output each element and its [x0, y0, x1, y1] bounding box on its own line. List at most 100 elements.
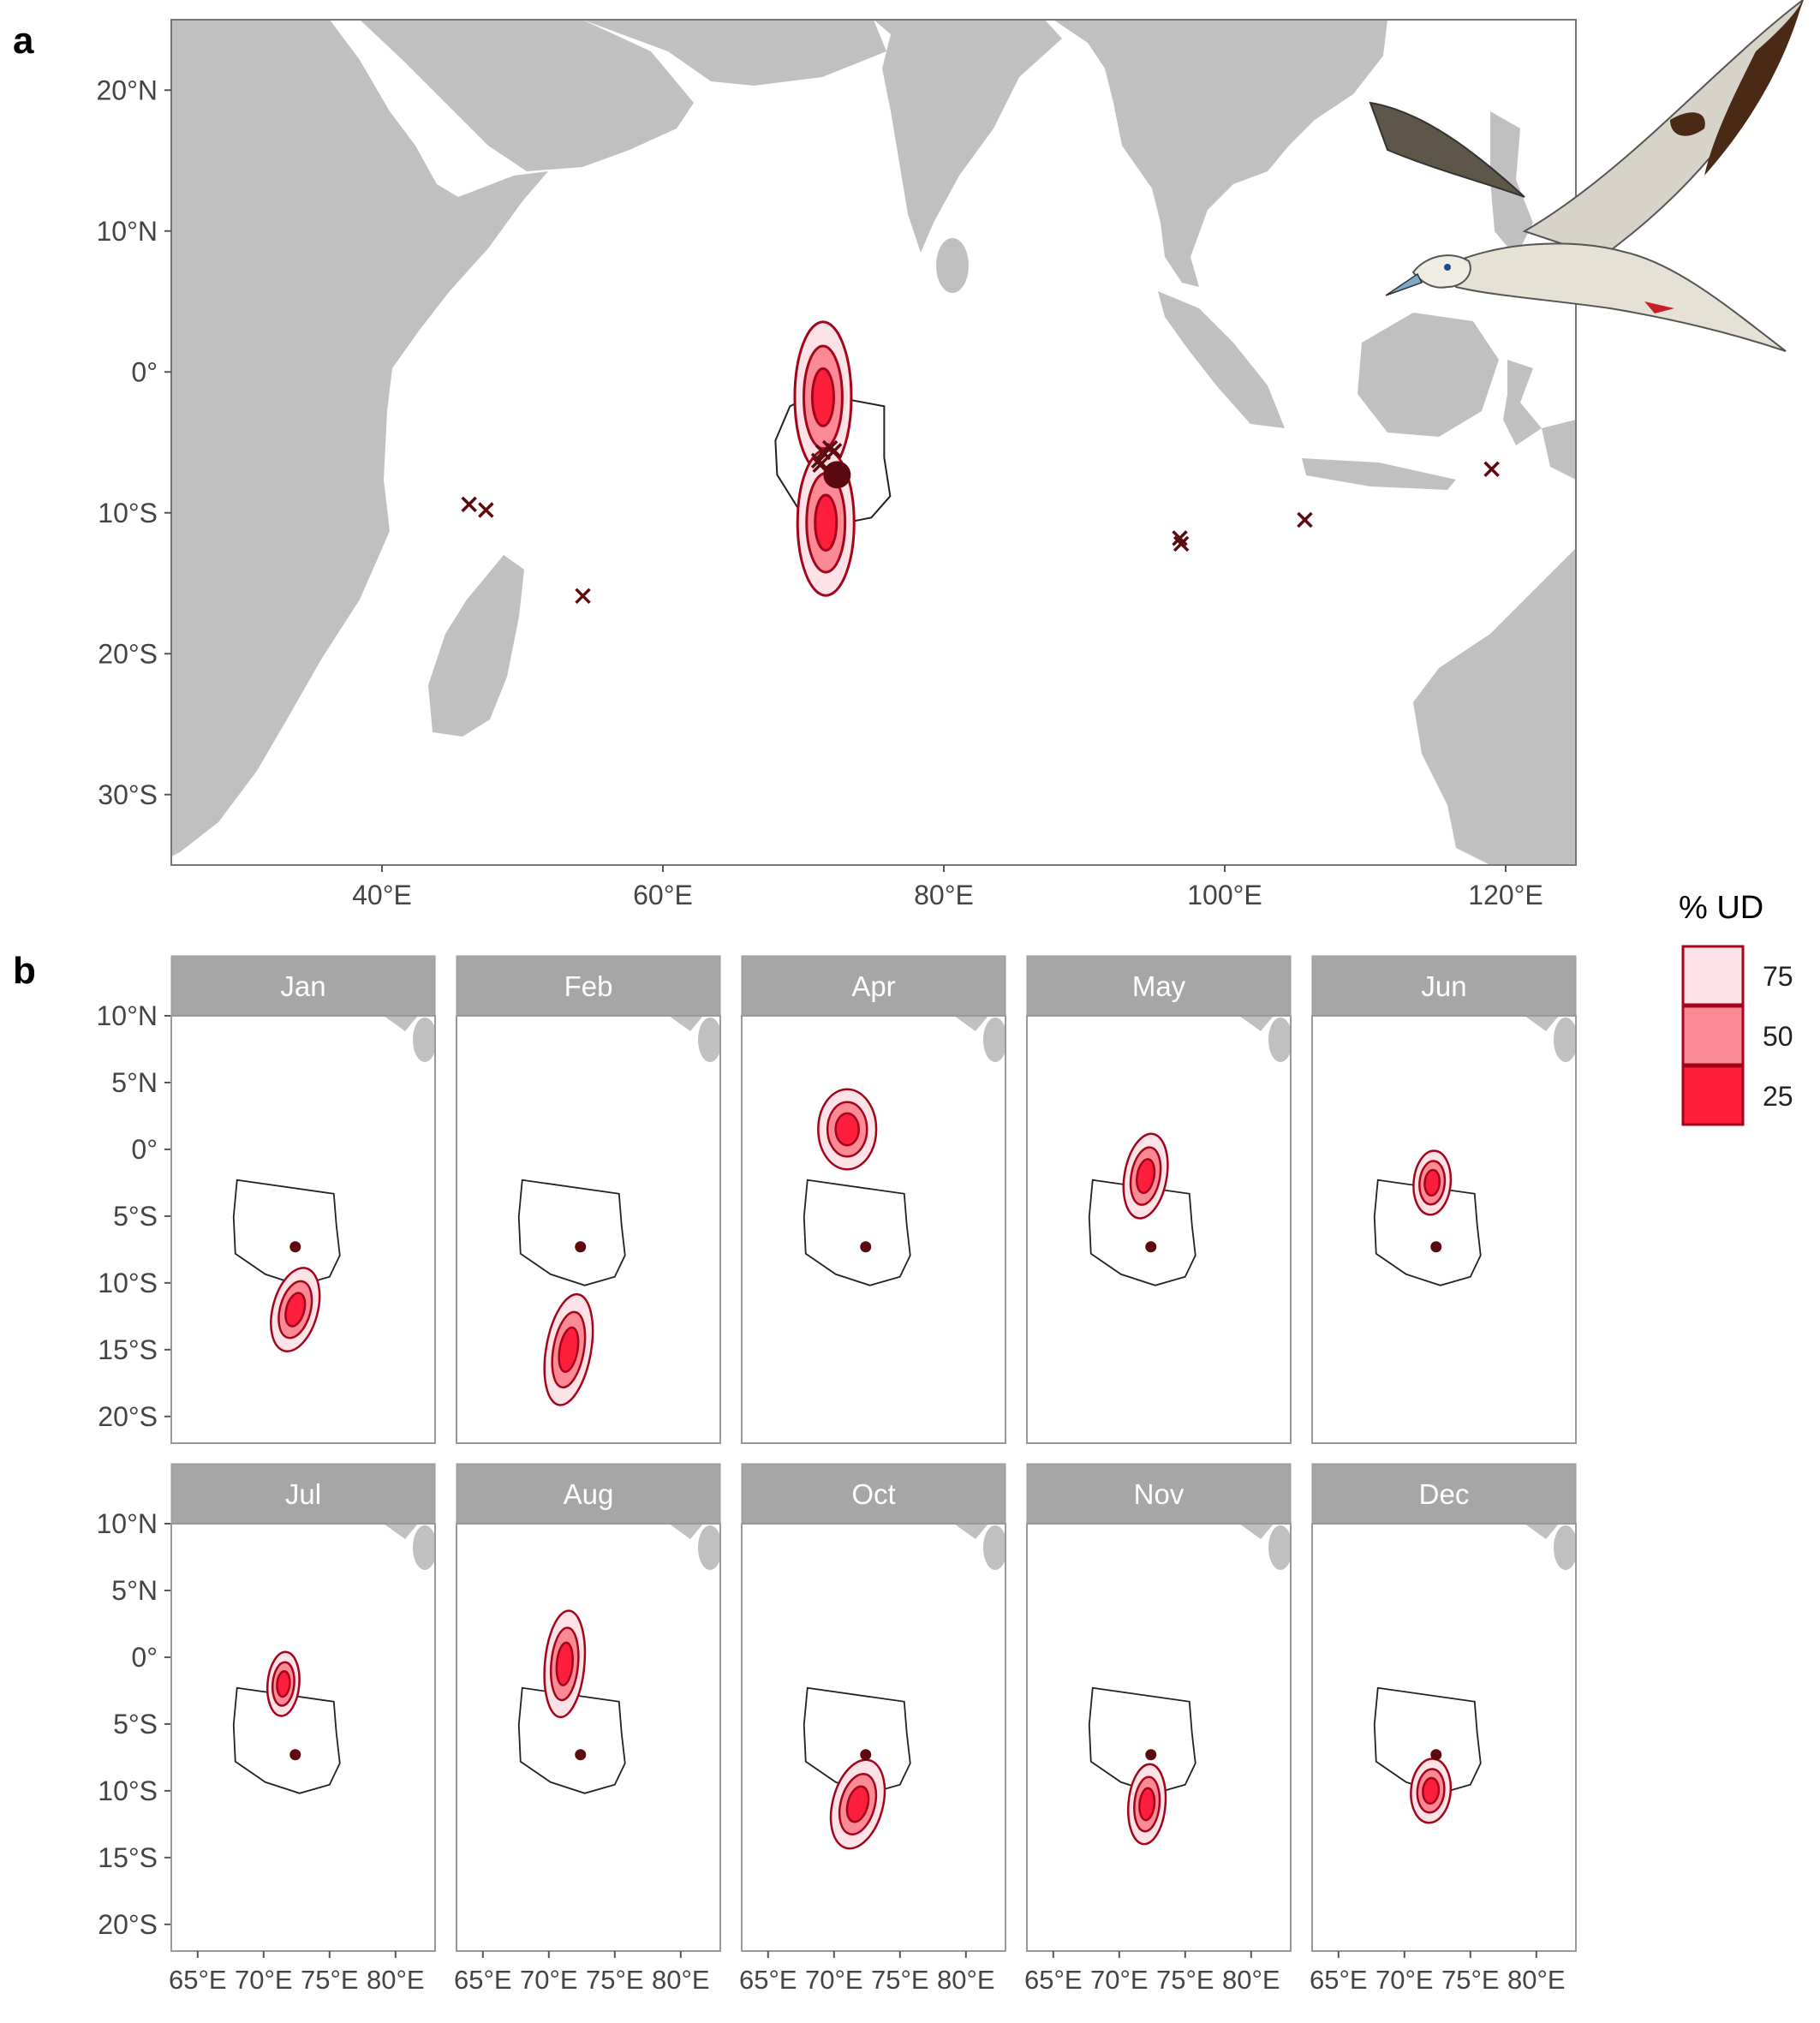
panel-b-lon-label: 80°E [1222, 1965, 1280, 1995]
facet-background [1027, 1524, 1291, 1951]
panel-a-label: a [13, 20, 34, 62]
facet-strip [1026, 1463, 1292, 1525]
facet-strip-label: Dec [1419, 1478, 1470, 1510]
facet-frame [1311, 1015, 1577, 1444]
facet-background [742, 1016, 1005, 1443]
new-guinea [1542, 420, 1576, 480]
ud-25-contour [276, 1669, 291, 1698]
facet-strip [741, 955, 1006, 1017]
panel-a-lon-label: 120°E [1468, 880, 1543, 910]
facet-map-content [517, 1016, 720, 1406]
panel-b-lat-label: 15°S [98, 1334, 158, 1365]
facet-nov: Nov 65°E 70°E 75°E 80°E [1024, 1463, 1292, 1995]
panel-b-lat-label: 10°N [97, 1508, 158, 1539]
india-tip [954, 1524, 988, 1539]
panel-b-lat-label: 20°S [98, 1909, 158, 1940]
colony-marker [823, 461, 851, 489]
india-landmass [874, 20, 1062, 253]
sri-lanka [1268, 1525, 1291, 1570]
panel-b-lon-label: 75°E [1156, 1965, 1214, 1995]
panel-b-lon-label: 80°E [937, 1965, 995, 1995]
sri-lanka [413, 1525, 435, 1570]
colony-home-range-outline [803, 1179, 911, 1286]
panel-b-lon-label: 70°E [805, 1965, 863, 1995]
facet-background [456, 1016, 720, 1443]
panel-a-lat-label: 20°S [98, 638, 158, 669]
colony-marker [289, 1241, 301, 1253]
bird-wing-tip [1704, 0, 1803, 176]
facet-map-content [1088, 1524, 1291, 1846]
colony-home-range-outline [517, 1686, 626, 1794]
panel-b-lat-label: 20°S [98, 1401, 158, 1432]
sumatra [1158, 291, 1285, 428]
recovery-site-marker [826, 443, 843, 459]
facet-background [1312, 1524, 1576, 1951]
india-tip [954, 1016, 988, 1031]
bird-near-wing [1522, 0, 1805, 259]
facet-may: May [1026, 955, 1292, 1444]
facet-strip [456, 955, 721, 1017]
facet-background [1027, 1016, 1291, 1443]
panel-b-lat-label: 5°S [113, 1201, 158, 1232]
india-tip [384, 1016, 418, 1031]
colony-marker [575, 1749, 587, 1761]
panel-b-lon-label: 65°E [169, 1965, 227, 1995]
facet-map-content [232, 1016, 435, 1352]
bird-body [1446, 242, 1787, 352]
facet-background [456, 1524, 720, 1951]
sri-lanka [983, 1525, 1005, 1570]
ud-legend: % UD 75 50 25 [1679, 890, 1793, 1126]
india-tip [669, 1524, 703, 1539]
madagascar [428, 555, 524, 737]
facet-frame [741, 1015, 1006, 1444]
panel-a-lat-label: 30°S [98, 779, 158, 810]
facet-frame [741, 1523, 1006, 1952]
java [1302, 458, 1456, 490]
colony-home-range-outline [1373, 1179, 1482, 1286]
recovery-site-marker [575, 588, 591, 605]
ud-25-contour [558, 1326, 580, 1373]
recovery-site-marker [1297, 511, 1313, 528]
legend-swatch [1681, 1065, 1745, 1126]
facet-strip-label: Jan [280, 970, 325, 1002]
australia-landmass [1413, 548, 1576, 865]
colony-home-range-outline [517, 1179, 626, 1286]
recovery-site-marker [478, 502, 494, 518]
ud-25-contour [1138, 1787, 1156, 1822]
facet-frame [456, 1015, 721, 1444]
panel-b-lat-label: 10°S [98, 1775, 158, 1806]
legend-item-label: 25 [1763, 1081, 1793, 1112]
legend-item-label: 50 [1763, 1021, 1793, 1052]
red-footed-booby-illustration [1369, 0, 1805, 352]
facet-map-content [803, 1524, 1005, 1850]
legend-swatch [1681, 945, 1745, 1006]
bird-eye [1444, 264, 1451, 271]
sri-lanka [1554, 1017, 1576, 1062]
sri-lanka [413, 1017, 435, 1062]
sri-lanka [1268, 1017, 1291, 1062]
iran-landmass [582, 20, 886, 86]
panel-b-lon-label: 65°E [1024, 1965, 1083, 1995]
panel-b-lat-label: 0° [131, 1642, 158, 1673]
panel-a-lon-label: 80°E [914, 880, 974, 910]
facet-strip-label: May [1132, 970, 1186, 1002]
india-tip [669, 1016, 703, 1031]
panel-a-lat-label: 0° [131, 356, 158, 387]
facet-strip-label: Jun [1421, 970, 1466, 1002]
facet-strip [170, 955, 436, 1017]
colony-home-range-outline [1088, 1179, 1196, 1286]
india-tip [1525, 1524, 1559, 1539]
colony-home-range-outline [1088, 1686, 1196, 1794]
ud-25-contour [284, 1292, 307, 1328]
panel-a-lat-label: 10°S [98, 498, 158, 528]
bird-head [1411, 254, 1471, 289]
facet-frame [170, 1015, 436, 1444]
legend-items: 75 50 25 [1681, 945, 1793, 1126]
facet-background [742, 1524, 1005, 1951]
facet-apr: Apr [741, 955, 1006, 1444]
bird-bill [1385, 272, 1423, 296]
panel-a-map: 20°N 10°N 0° 10°S 20°S 30°S 40°E 60°E 80°E 100°E 1… [97, 19, 1577, 910]
ud-25-contour [845, 1785, 870, 1823]
borneo [1358, 313, 1499, 437]
